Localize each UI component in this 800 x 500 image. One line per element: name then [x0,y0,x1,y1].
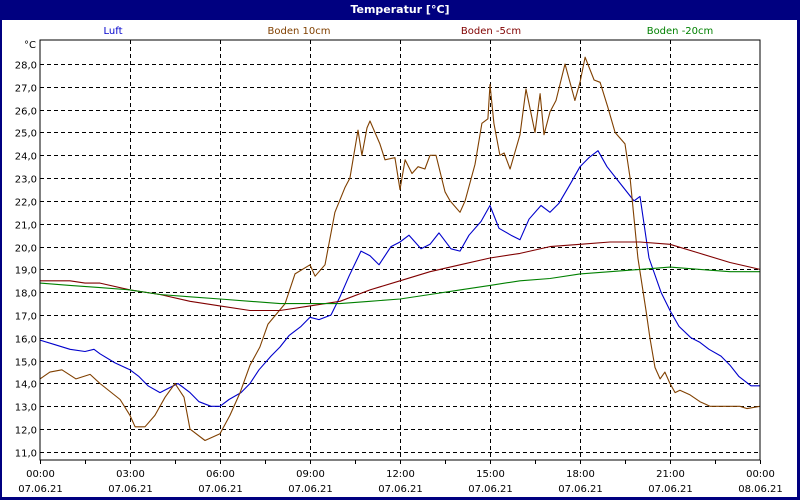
x-tick-time: 21:00 [656,469,685,480]
y-tick-label: 14,0 [15,380,37,391]
y-tick-label: 28,0 [15,61,37,72]
x-tick-date: 07.06.21 [108,484,153,495]
legend-item: Luft [104,26,123,37]
chart-panel [2,20,797,497]
window-title: Temperatur [°C] [350,3,450,16]
y-tick-label: 27,0 [15,84,37,95]
series-line-boden-10cm [39,56,761,442]
y-tick-label: 19,0 [15,266,37,277]
series-line-luft [39,150,760,407]
series-line-boden--20cm [39,266,760,305]
x-tick-time: 18:00 [566,469,595,480]
y-tick-label: 17,0 [15,312,37,323]
y-tick-label: 16,0 [15,335,37,346]
y-tick-label: 21,0 [15,221,37,232]
y-tick-label: 13,0 [15,403,37,414]
y-tick-label: 24,0 [15,152,37,163]
x-tick-date: 07.06.21 [648,484,693,495]
legend-item: Boden -20cm [647,26,714,37]
data-series [39,56,761,442]
x-tick-time: 15:00 [476,469,505,480]
y-tick-label: 18,0 [15,289,37,300]
legend-item: Boden -5cm [461,26,521,37]
x-tick-date: 07.06.21 [468,484,513,495]
plot-frame [39,39,761,461]
x-tick-time: 06:00 [206,469,235,480]
x-tick-time: 03:00 [116,469,145,480]
x-tick-time: 09:00 [296,469,325,480]
x-tick-date: 07.06.21 [288,484,333,495]
y-tick-label: 11,0 [15,449,37,460]
x-tick-date: 07.06.21 [198,484,243,495]
y-tick-label: 20,0 [15,244,37,255]
y-tick-label: 12,0 [15,426,37,437]
x-tick-date: 08.06.21 [738,484,783,495]
x-tick-date: 07.06.21 [558,484,603,495]
y-tick-label: 15,0 [15,358,37,369]
x-axis-labels: 00:00 07.06.21 03:00 07.06.21 06:00 07.06.21 0… [18,469,783,495]
y-axis-labels: °C 28,0 27,0 26,0 25,0 24,0 23,0 22,0 21,0 20,0 19… [15,40,37,460]
y-tick-label: 23,0 [15,175,37,186]
grid-lines [40,40,761,464]
y-tick-label: 26,0 [15,107,37,118]
legend: Luft Boden 10cm Boden -5cm Boden -20cm [104,26,714,37]
legend-item: Boden 10cm [268,26,331,37]
x-tick-time: 00:00 [26,469,55,480]
y-unit-label: °C [24,40,36,51]
x-tick-date: 07.06.21 [18,484,63,495]
y-tick-label: 22,0 [15,198,37,209]
x-tick-time: 00:00 [746,469,775,480]
x-tick-time: 12:00 [386,469,415,480]
y-tick-label: 25,0 [15,129,37,140]
x-tick-date: 07.06.21 [378,484,423,495]
